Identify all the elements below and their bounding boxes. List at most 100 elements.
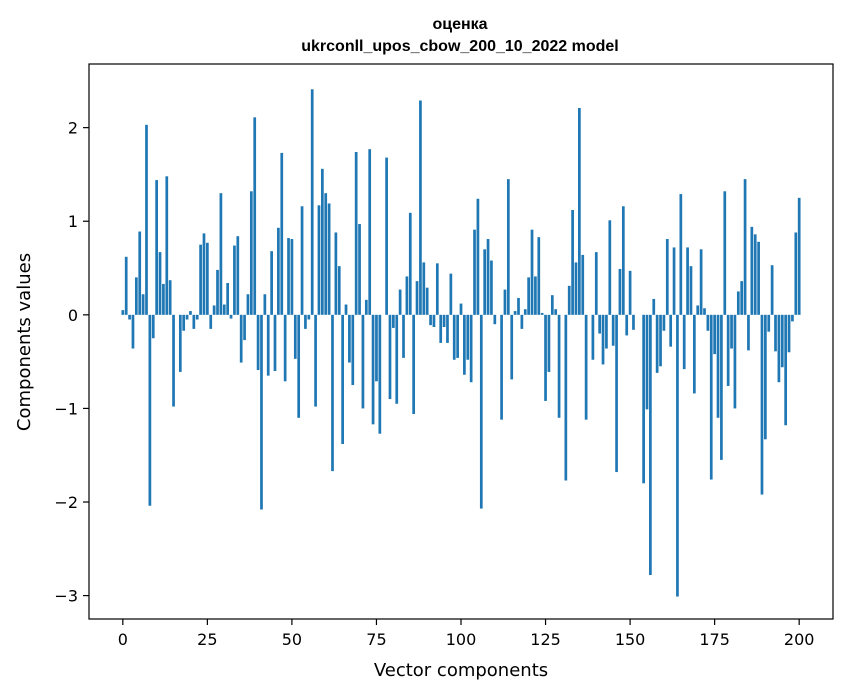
bar (290, 239, 294, 315)
bar (632, 314, 635, 330)
bar (767, 314, 771, 332)
bar (662, 314, 666, 331)
bar (503, 289, 507, 315)
bar (216, 269, 219, 315)
bar (300, 206, 304, 315)
bar (689, 266, 693, 315)
bar (578, 107, 581, 315)
bar (618, 268, 622, 315)
bar (162, 283, 165, 315)
bar (574, 262, 578, 315)
bar (682, 314, 686, 370)
bar (277, 227, 280, 315)
y-tick-label: 2 (68, 119, 78, 138)
bar (337, 266, 341, 315)
bar (726, 314, 730, 386)
bar (270, 251, 273, 315)
bar (753, 234, 757, 315)
bar (331, 314, 334, 472)
bar (185, 314, 189, 320)
bar (327, 203, 331, 315)
bar (324, 193, 328, 315)
bar (628, 270, 632, 315)
x-tick-label: 50 (282, 630, 302, 649)
bar (523, 309, 527, 315)
bar (260, 314, 263, 510)
bar (344, 304, 348, 315)
bar (249, 191, 253, 315)
bar (124, 256, 128, 315)
bar (199, 244, 202, 315)
bar (317, 205, 321, 315)
bar (408, 212, 412, 315)
bar (513, 311, 517, 315)
bar (256, 314, 260, 371)
bar (764, 314, 767, 440)
bar (581, 254, 585, 315)
x-tick-label: 100 (446, 630, 477, 649)
x-tick-label: 125 (530, 630, 561, 649)
bar (490, 260, 493, 315)
bar (534, 276, 537, 315)
bar (703, 308, 706, 315)
bar (266, 314, 270, 376)
bar (246, 294, 250, 315)
bar (442, 314, 446, 327)
bar (222, 304, 226, 315)
x-tick-label: 175 (699, 630, 730, 649)
bar (794, 232, 798, 315)
bar (341, 314, 344, 444)
bar (429, 314, 432, 326)
bar (320, 168, 324, 315)
bar (392, 314, 395, 328)
bar (500, 314, 503, 420)
bar (506, 179, 510, 315)
x-tick-label: 25 (197, 630, 217, 649)
bar (364, 299, 368, 315)
bar (395, 314, 399, 404)
bar (665, 239, 669, 315)
bar (760, 314, 764, 495)
bar (280, 152, 284, 315)
bar (148, 314, 152, 506)
bar (415, 281, 419, 315)
bar (236, 236, 240, 315)
bar (354, 151, 358, 315)
bar (293, 314, 297, 359)
bar (483, 249, 487, 315)
bar (219, 193, 223, 315)
bar (182, 314, 186, 331)
bar (273, 314, 277, 371)
bar (567, 285, 571, 315)
bar (145, 124, 148, 315)
bar (659, 314, 662, 367)
bar (770, 265, 774, 315)
bar (435, 263, 439, 315)
bar (672, 247, 676, 315)
chart-subtitle: ukrconll_upos_cbow_200_10_2022 model (301, 38, 618, 55)
bar (679, 194, 683, 315)
bar (361, 314, 365, 409)
bar (564, 314, 568, 481)
bar (452, 314, 456, 360)
bar (777, 314, 781, 383)
bar (178, 314, 182, 372)
bar (297, 314, 301, 418)
bar (520, 314, 524, 329)
bar (591, 314, 595, 360)
bar (375, 314, 378, 382)
bar (307, 314, 311, 320)
bar (469, 314, 473, 383)
bar (466, 314, 470, 360)
bar (740, 281, 744, 315)
bar (233, 245, 236, 315)
bar (517, 297, 520, 315)
y-tick-label: 0 (68, 306, 78, 325)
bar (733, 314, 737, 409)
bar (202, 233, 206, 315)
x-tick-label: 75 (366, 630, 386, 649)
bar (348, 314, 351, 363)
bar (621, 206, 625, 315)
bar (121, 310, 125, 315)
